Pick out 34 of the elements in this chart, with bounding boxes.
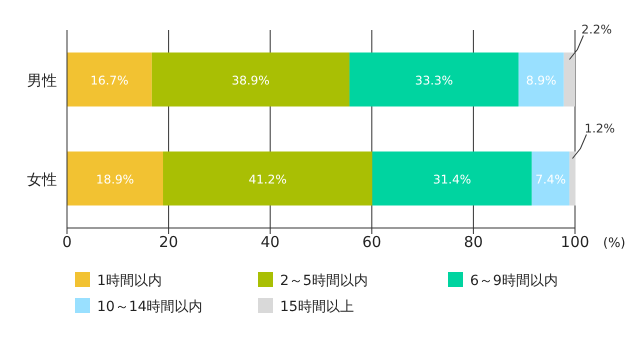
x-tick-label: 100	[560, 233, 590, 251]
x-tick-label: 0	[62, 233, 72, 251]
data-label: 2.2%	[581, 22, 612, 36]
legend-label: 10～14時間以内	[97, 299, 203, 315]
legend-label: 6～9時間以内	[470, 273, 558, 289]
bar	[518, 52, 564, 106]
data-label: 31.4%	[433, 172, 472, 186]
bar	[67, 52, 152, 106]
bar	[372, 152, 532, 206]
legend-label: 1時間以内	[97, 273, 162, 289]
x-tick-label: 80	[464, 233, 483, 251]
x-axis-title: (%)	[603, 236, 626, 251]
data-label: 18.9%	[96, 172, 134, 186]
data-label: 7.4%	[535, 172, 566, 186]
bar	[67, 152, 164, 206]
legend-label: 15時間以上	[280, 299, 354, 315]
bar	[163, 152, 372, 206]
bar	[569, 152, 576, 206]
x-tick-label: 20	[159, 233, 178, 251]
bar	[532, 152, 570, 206]
data-label: 1.2%	[584, 122, 615, 136]
y-tick-label: 女性	[27, 170, 57, 188]
bar	[349, 52, 519, 106]
x-tick-label: 40	[260, 233, 280, 251]
data-label: 33.3%	[414, 74, 454, 88]
y-tick-label: 男性	[27, 72, 57, 90]
bar	[564, 52, 575, 106]
bar	[152, 52, 350, 106]
data-label: 8.9%	[526, 74, 556, 88]
data-label: 38.9%	[232, 74, 270, 88]
legend-label: 2～5時間以内	[280, 273, 368, 289]
x-tick-label: 60	[362, 233, 382, 251]
data-label: 41.2%	[248, 172, 287, 186]
data-label: 16.7%	[90, 74, 128, 88]
